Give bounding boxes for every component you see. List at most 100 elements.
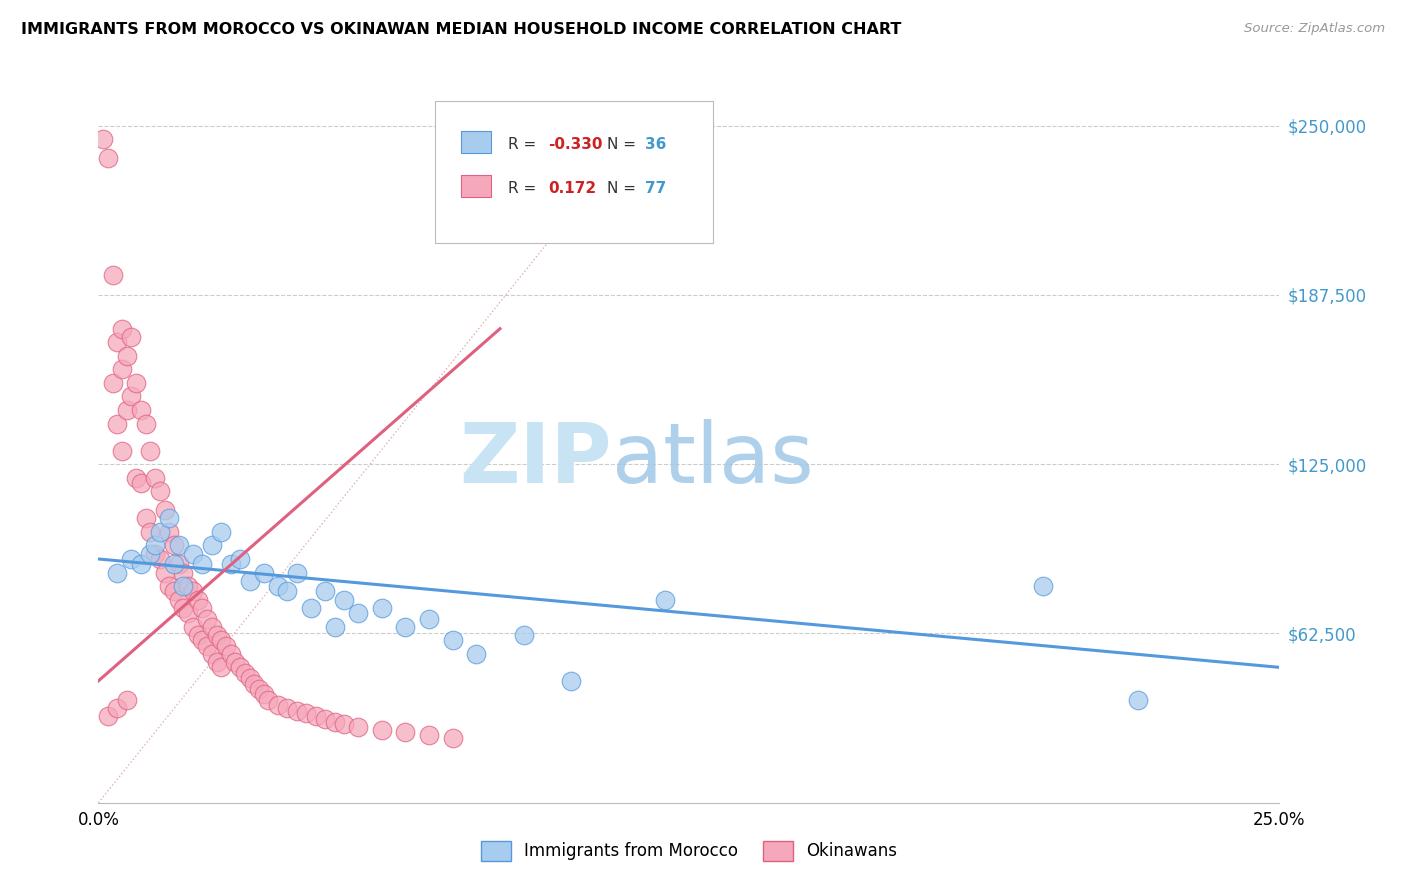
Point xyxy=(333,717,356,731)
Point xyxy=(205,655,228,669)
Text: Source: ZipAtlas.com: Source: ZipAtlas.com xyxy=(1244,22,1385,36)
Point xyxy=(167,558,190,572)
Point xyxy=(111,322,134,336)
Point xyxy=(224,655,246,669)
Point xyxy=(149,524,172,539)
Point xyxy=(418,728,440,742)
Point xyxy=(394,725,416,739)
Legend: Immigrants from Morocco, Okinawans: Immigrants from Morocco, Okinawans xyxy=(474,834,904,868)
Text: N =: N = xyxy=(607,137,641,152)
Point xyxy=(209,633,232,648)
Point xyxy=(191,558,214,572)
Point xyxy=(201,647,224,661)
Point xyxy=(101,268,124,282)
Point xyxy=(115,693,138,707)
FancyBboxPatch shape xyxy=(461,175,491,197)
Point xyxy=(441,731,464,745)
Point xyxy=(163,538,186,552)
Point xyxy=(219,647,242,661)
Point xyxy=(143,547,166,561)
Point xyxy=(143,471,166,485)
Point xyxy=(347,720,370,734)
Point xyxy=(219,558,242,572)
Point xyxy=(276,584,298,599)
Point xyxy=(163,558,186,572)
Point xyxy=(139,443,162,458)
Point xyxy=(209,660,232,674)
Point xyxy=(177,606,200,620)
Point xyxy=(209,524,232,539)
Point xyxy=(105,335,128,350)
FancyBboxPatch shape xyxy=(461,131,491,153)
Point xyxy=(121,330,143,344)
Point xyxy=(181,584,204,599)
Point xyxy=(143,538,166,552)
Text: 0.172: 0.172 xyxy=(548,181,596,196)
Point xyxy=(97,709,120,723)
Point xyxy=(285,704,308,718)
Point xyxy=(149,552,172,566)
Point xyxy=(347,606,370,620)
Point xyxy=(229,552,252,566)
Point xyxy=(97,151,120,165)
Point xyxy=(153,503,176,517)
Text: N =: N = xyxy=(607,181,641,196)
Point xyxy=(654,592,676,607)
Point xyxy=(177,579,200,593)
Point xyxy=(105,417,128,431)
Point xyxy=(394,620,416,634)
Point xyxy=(195,611,218,625)
Point xyxy=(441,633,464,648)
Point xyxy=(253,688,276,702)
Point xyxy=(105,566,128,580)
Point xyxy=(267,579,290,593)
Point xyxy=(205,628,228,642)
Point xyxy=(257,693,280,707)
Point xyxy=(172,600,194,615)
Point xyxy=(418,611,440,625)
Point xyxy=(129,558,152,572)
Point xyxy=(172,579,194,593)
Point xyxy=(187,592,209,607)
Point xyxy=(305,709,328,723)
Text: -0.330: -0.330 xyxy=(548,137,603,152)
Point xyxy=(239,574,262,588)
Point xyxy=(167,538,190,552)
Point xyxy=(129,476,152,491)
Point xyxy=(195,639,218,653)
Point xyxy=(191,633,214,648)
Point xyxy=(121,389,143,403)
Point xyxy=(135,511,157,525)
Text: R =: R = xyxy=(508,181,547,196)
Point xyxy=(323,620,346,634)
Point xyxy=(121,552,143,566)
Point xyxy=(157,579,180,593)
Point xyxy=(295,706,318,721)
Point xyxy=(153,566,176,580)
Text: atlas: atlas xyxy=(612,418,814,500)
Point xyxy=(276,701,298,715)
Point xyxy=(105,701,128,715)
Point xyxy=(239,671,262,685)
Point xyxy=(201,538,224,552)
Point xyxy=(125,471,148,485)
Point xyxy=(1126,693,1149,707)
Point xyxy=(91,132,114,146)
Point xyxy=(314,712,336,726)
Text: 77: 77 xyxy=(645,181,666,196)
Point xyxy=(243,676,266,690)
Text: R =: R = xyxy=(508,137,541,152)
Text: 36: 36 xyxy=(645,137,666,152)
Point xyxy=(229,660,252,674)
Point xyxy=(371,723,394,737)
Point xyxy=(247,681,270,696)
Point xyxy=(115,349,138,363)
Point xyxy=(139,524,162,539)
Point xyxy=(167,592,190,607)
Point xyxy=(201,620,224,634)
Point xyxy=(267,698,290,713)
Point xyxy=(181,547,204,561)
Text: ZIP: ZIP xyxy=(460,418,612,500)
Point xyxy=(125,376,148,390)
Point xyxy=(465,647,488,661)
